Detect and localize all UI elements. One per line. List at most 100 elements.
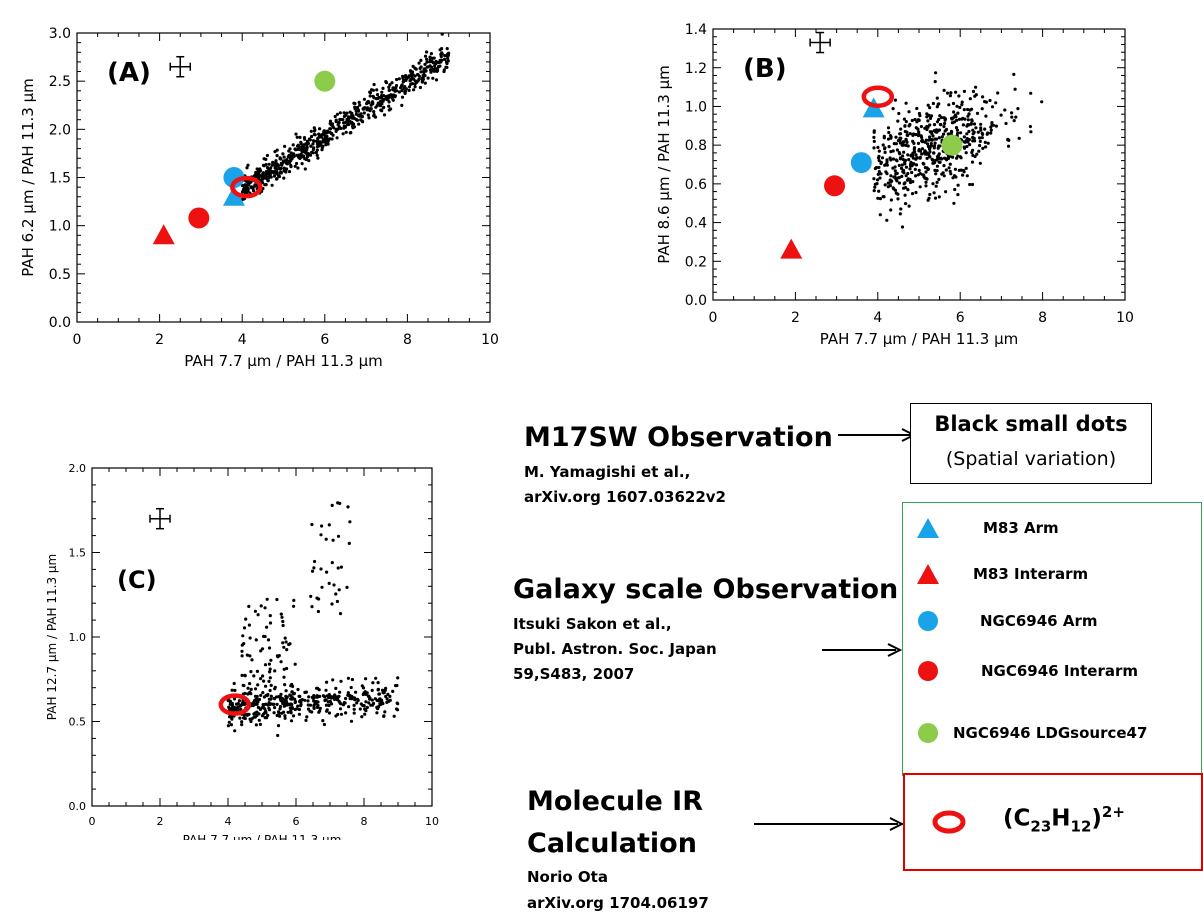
data-dot xyxy=(404,78,408,82)
galaxy-arrow-icon xyxy=(822,643,903,657)
data-dot xyxy=(898,132,902,136)
data-dot xyxy=(329,696,333,700)
data-dot xyxy=(981,146,985,150)
data-dot xyxy=(325,709,329,713)
data-dot xyxy=(423,62,427,66)
data-dot xyxy=(946,156,951,160)
data-dot xyxy=(891,149,895,153)
data-dot xyxy=(986,131,990,135)
data-dot xyxy=(305,140,310,144)
data-dot xyxy=(297,694,301,698)
data-dot xyxy=(296,147,300,151)
data-dot xyxy=(353,116,357,121)
data-dot xyxy=(434,78,439,82)
data-dot xyxy=(396,708,400,712)
data-dot xyxy=(278,714,282,718)
data-dot xyxy=(275,713,279,718)
data-dot xyxy=(933,159,937,163)
data-dot xyxy=(381,99,385,103)
data-dot xyxy=(273,685,277,689)
data-dot xyxy=(382,113,387,117)
data-dot xyxy=(260,706,264,710)
data-dot xyxy=(445,65,449,69)
data-dot xyxy=(395,77,399,82)
data-dot xyxy=(392,714,396,718)
data-dot xyxy=(892,142,896,146)
data-dot xyxy=(266,692,270,697)
data-dot xyxy=(281,619,285,624)
data-dot xyxy=(266,638,271,642)
marker-ngc6946-arm xyxy=(223,167,245,188)
marker-c23h12-ring xyxy=(861,85,895,108)
data-dot xyxy=(442,68,446,72)
data-dot xyxy=(883,147,887,151)
data-dot xyxy=(994,124,998,128)
data-dot xyxy=(942,125,946,129)
data-dot xyxy=(979,126,983,130)
data-dot xyxy=(243,673,247,677)
data-dot xyxy=(262,695,266,699)
data-dot xyxy=(286,155,290,159)
data-dot xyxy=(412,88,416,92)
data-dot xyxy=(362,704,366,708)
data-dot xyxy=(935,180,939,184)
data-dot xyxy=(983,140,987,144)
x-tick-label: 6 xyxy=(320,332,329,348)
data-dot xyxy=(335,112,339,116)
data-dot xyxy=(876,156,881,160)
data-dot xyxy=(918,149,923,153)
data-dot xyxy=(873,185,877,189)
data-dot xyxy=(916,173,920,177)
data-dot xyxy=(358,114,362,118)
data-dot xyxy=(872,189,876,193)
x-tick-label: 0 xyxy=(709,310,718,326)
data-dot xyxy=(928,155,932,159)
data-dot xyxy=(968,182,972,187)
data-dot xyxy=(877,149,881,153)
marker-m83-interarm xyxy=(780,238,803,259)
data-dot xyxy=(332,126,336,130)
data-dot xyxy=(928,192,932,197)
data-dot xyxy=(323,695,327,699)
m17sw-arrow-icon xyxy=(838,428,917,442)
data-dot xyxy=(264,684,268,688)
data-dot xyxy=(319,567,323,571)
spatial-variation-dots xyxy=(226,501,400,738)
data-dot xyxy=(918,114,922,118)
data-dot xyxy=(354,112,358,116)
x-tick-label: 2 xyxy=(157,815,164,828)
data-dot xyxy=(901,141,905,145)
data-dot xyxy=(380,90,384,94)
data-dot xyxy=(310,605,314,609)
data-dot xyxy=(242,713,247,717)
data-dot xyxy=(304,718,308,722)
data-dot xyxy=(367,701,371,705)
data-dot xyxy=(903,124,907,128)
data-dot xyxy=(896,139,900,143)
data-dot xyxy=(278,167,282,171)
data-dot xyxy=(282,675,286,679)
data-dot xyxy=(436,68,440,73)
data-dot xyxy=(431,76,435,80)
y-tick-label: 1.5 xyxy=(49,171,71,187)
data-dot xyxy=(894,191,898,195)
data-dot xyxy=(959,168,963,172)
data-dot xyxy=(938,144,942,148)
data-dot xyxy=(288,642,292,646)
data-dot xyxy=(326,142,330,146)
data-dot xyxy=(924,180,928,184)
data-dot xyxy=(916,141,921,145)
data-dot xyxy=(316,609,320,614)
data-dot xyxy=(910,170,914,175)
data-dot xyxy=(349,131,353,135)
data-dot xyxy=(898,157,902,161)
data-dot xyxy=(894,158,898,162)
data-dot xyxy=(277,174,281,178)
data-dot xyxy=(958,105,962,110)
data-dot xyxy=(906,177,910,181)
data-dot xyxy=(979,122,983,126)
red-triangle-icon xyxy=(917,564,939,584)
data-dot xyxy=(898,212,902,216)
x-tick-label: 10 xyxy=(481,332,499,348)
data-dot xyxy=(345,585,349,589)
